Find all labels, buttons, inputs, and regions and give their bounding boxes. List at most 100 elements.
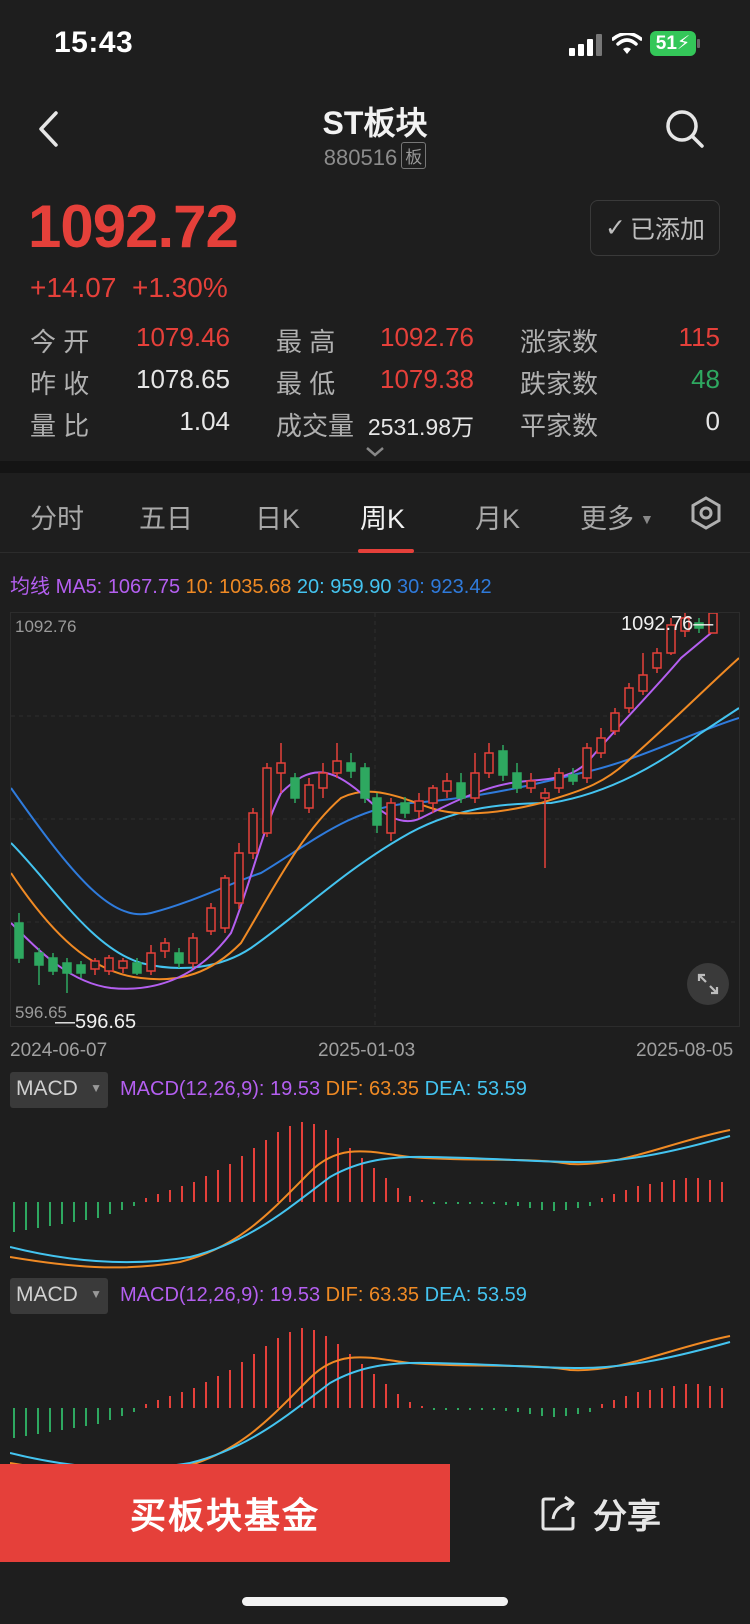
candle-body	[638, 674, 648, 692]
down-count-label: 跌家数	[520, 369, 599, 399]
expand-chevron-icon[interactable]	[365, 446, 385, 458]
back-icon[interactable]	[36, 110, 60, 148]
ma20-line	[10, 707, 740, 969]
home-indicator	[242, 1597, 508, 1606]
candle-body	[414, 800, 424, 812]
open-value: 1079.46	[136, 322, 230, 352]
macd-select-label: MACD	[16, 1283, 78, 1306]
volume-value: 2531.98万	[367, 414, 474, 440]
candle-body	[456, 782, 466, 799]
candle-body	[554, 772, 564, 789]
search-icon[interactable]	[664, 108, 706, 150]
candle-body	[442, 780, 452, 792]
period-tabs: 分时 五日 日K 周K 月K 更多 ▼	[0, 473, 750, 553]
tab-daily-k[interactable]: 日K	[255, 504, 301, 534]
volume-ratio-label: 量 比	[30, 411, 90, 441]
battery-tip	[697, 39, 700, 48]
tab-five-day[interactable]: 五日	[139, 504, 193, 534]
header: ST板块 880516 板	[0, 90, 750, 185]
prev-close-label: 昨 收	[30, 369, 90, 399]
candle-body	[386, 802, 396, 834]
candle-body	[346, 762, 356, 772]
candle-body	[118, 960, 128, 969]
ma30-line	[10, 717, 740, 916]
open-label: 今 开	[30, 327, 90, 357]
macd-bars	[13, 1122, 723, 1232]
status-bar: 15:43 51⚡	[0, 0, 750, 90]
price-change: +14.07 +1.30%	[30, 272, 228, 304]
status-time: 15:43	[54, 26, 134, 59]
candle-body	[372, 797, 382, 826]
dropdown-arrow-icon: ▼	[90, 1081, 102, 1095]
macd-dea: DEA: 53.59	[424, 1284, 527, 1306]
candle-body	[174, 952, 184, 964]
candle-body	[582, 747, 592, 779]
macd-chart-1[interactable]	[10, 1112, 740, 1272]
tab-monthly-k[interactable]: 月K	[475, 504, 521, 534]
fullscreen-button[interactable]	[687, 963, 729, 1005]
candle-body	[400, 802, 410, 814]
candle-body	[708, 612, 718, 634]
current-price: 1092.72	[28, 193, 239, 260]
candle-body	[62, 962, 72, 974]
macd-header-1: MACD ▼ MACD(12,26,9): 19.53 DIF: 63.35 DE…	[10, 1072, 740, 1108]
ma10-label: 10:	[185, 576, 214, 598]
candle-body	[624, 687, 634, 709]
candle-body	[48, 957, 58, 972]
kline-chart[interactable]: 1092.76 596.65 1092.76— —596.65	[10, 612, 740, 1033]
dif-line	[10, 1335, 731, 1464]
candle-body	[680, 617, 690, 632]
wifi-icon	[612, 33, 642, 54]
high-label: 最 高	[276, 327, 336, 357]
max-price-marker: 1092.76—	[621, 613, 714, 635]
down-count-value: 48	[691, 364, 720, 394]
macd-selector-2[interactable]: MACD ▼	[10, 1278, 108, 1314]
buy-fund-button[interactable]: 买板块基金	[0, 1464, 450, 1562]
macd-selector-1[interactable]: MACD ▼	[10, 1072, 108, 1108]
candle-body	[332, 760, 342, 774]
code-text: 880516	[323, 145, 398, 170]
candle-body	[276, 762, 286, 774]
candle-body	[526, 780, 536, 789]
high-value: 1092.76	[380, 322, 474, 352]
share-button[interactable]: 分享	[450, 1464, 750, 1562]
ma30-label: 30:	[397, 576, 425, 598]
expand-icon	[697, 973, 719, 995]
prev-close-value: 1078.65	[136, 364, 230, 394]
change-percent: +1.30%	[131, 272, 228, 303]
low-value: 1079.38	[380, 364, 474, 394]
candle-body	[318, 772, 328, 789]
battery-icon: 51⚡	[650, 31, 696, 56]
candle-body	[304, 784, 314, 809]
candle-body	[14, 922, 24, 959]
ma5-value: 1067.75	[107, 576, 181, 598]
macd-chart-2[interactable]	[10, 1318, 740, 1464]
page-title: ST板块	[322, 105, 428, 141]
board-tag: 板	[401, 142, 427, 169]
candle-body	[234, 852, 244, 904]
candle-body	[160, 942, 170, 952]
candle-body	[484, 752, 494, 774]
tab-intraday[interactable]: 分时	[30, 504, 84, 534]
tab-more-label: 更多	[580, 504, 634, 534]
settings-icon[interactable]	[689, 496, 723, 530]
tab-more[interactable]: 更多 ▼	[580, 497, 654, 536]
dea-line	[10, 1135, 731, 1264]
low-label: 最 低	[276, 369, 336, 399]
ma5-line	[10, 632, 712, 990]
change-value: +14.07	[30, 272, 117, 303]
x-axis-label-start: 2024-06-07	[10, 1040, 108, 1061]
check-icon: ✓	[605, 214, 626, 242]
flat-count-value: 0	[705, 406, 720, 436]
min-price-label: 596.65	[75, 1011, 137, 1033]
dropdown-arrow-icon: ▼	[90, 1287, 102, 1301]
ma5-label: MA5:	[55, 576, 103, 598]
active-tab-indicator	[358, 549, 414, 553]
added-watchlist-button[interactable]: ✓ 已添加	[590, 200, 720, 256]
section-divider	[0, 461, 750, 473]
up-count-label: 涨家数	[520, 327, 599, 357]
candle-body	[666, 624, 676, 654]
volume-ratio-value: 1.04	[179, 406, 230, 436]
tab-weekly-k[interactable]: 周K	[360, 504, 406, 534]
candle-body	[470, 772, 480, 799]
